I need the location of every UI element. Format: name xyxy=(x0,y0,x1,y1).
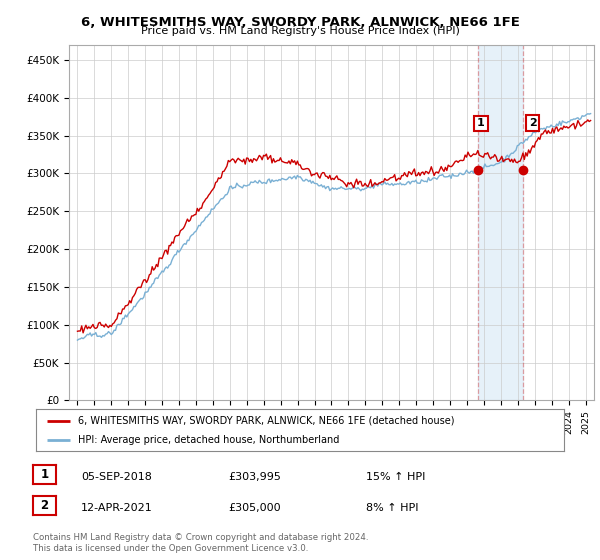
Text: 05-SEP-2018: 05-SEP-2018 xyxy=(81,472,152,482)
Text: Price paid vs. HM Land Registry's House Price Index (HPI): Price paid vs. HM Land Registry's House … xyxy=(140,26,460,36)
Text: 8% ↑ HPI: 8% ↑ HPI xyxy=(366,503,419,513)
Text: Contains HM Land Registry data © Crown copyright and database right 2024.
This d: Contains HM Land Registry data © Crown c… xyxy=(33,533,368,553)
Text: 15% ↑ HPI: 15% ↑ HPI xyxy=(366,472,425,482)
Bar xyxy=(478,45,523,400)
Text: 1: 1 xyxy=(477,119,485,128)
Text: 6, WHITESMITHS WAY, SWORDY PARK, ALNWICK, NE66 1FE: 6, WHITESMITHS WAY, SWORDY PARK, ALNWICK… xyxy=(80,16,520,29)
Text: 1: 1 xyxy=(40,468,49,481)
Text: £303,995: £303,995 xyxy=(228,472,281,482)
Text: 6, WHITESMITHS WAY, SWORDY PARK, ALNWICK, NE66 1FE (detached house): 6, WHITESMITHS WAY, SWORDY PARK, ALNWICK… xyxy=(78,416,455,426)
Text: 12-APR-2021: 12-APR-2021 xyxy=(81,503,153,513)
Text: 2: 2 xyxy=(40,498,49,512)
Text: HPI: Average price, detached house, Northumberland: HPI: Average price, detached house, Nort… xyxy=(78,435,340,445)
Text: 2: 2 xyxy=(529,118,536,128)
Text: £305,000: £305,000 xyxy=(228,503,281,513)
